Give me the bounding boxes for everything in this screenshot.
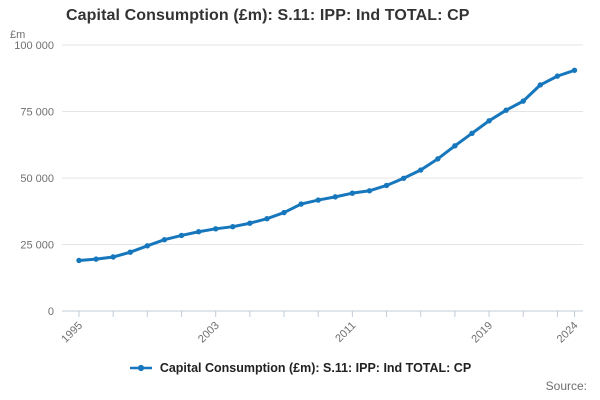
data-point — [383, 182, 390, 189]
x-tick-label: 2011 — [333, 320, 358, 345]
y-tick-label: 75 000 — [20, 107, 54, 119]
data-point — [366, 188, 373, 194]
data-point — [93, 256, 99, 262]
data-point — [315, 197, 321, 203]
data-point — [195, 229, 202, 235]
data-point — [212, 226, 219, 232]
data-point — [178, 232, 185, 239]
y-tick-label: 25 000 — [20, 240, 54, 252]
data-point — [349, 190, 356, 196]
legend-item[interactable]: Capital Consumption (£m): S.11: IPP: Ind… — [129, 361, 471, 375]
data-point — [144, 243, 151, 249]
y-tick-label: 100 000 — [14, 40, 54, 52]
data-point — [247, 220, 253, 226]
source-label: Source: — [545, 379, 587, 393]
y-tick-label: 50 000 — [20, 173, 54, 185]
y-axis-unit-label: £m — [10, 29, 25, 41]
x-tick-label: 1995 — [59, 320, 85, 346]
y-tick-label: 0 — [48, 306, 54, 318]
series-line — [77, 68, 576, 262]
data-point — [400, 175, 407, 181]
data-point — [537, 82, 544, 88]
data-point — [503, 107, 509, 113]
data-point — [452, 143, 458, 149]
x-tick-label: 2003 — [196, 320, 222, 346]
legend: Capital Consumption (£m): S.11: IPP: Ind… — [0, 361, 600, 375]
data-point — [520, 98, 526, 104]
data-point — [554, 73, 561, 79]
data-point — [435, 156, 441, 162]
legend-label: Capital Consumption (£m): S.11: IPP: Ind… — [159, 361, 472, 375]
data-point — [281, 209, 287, 216]
data-point — [418, 167, 424, 173]
legend-line-marker-icon — [129, 364, 152, 372]
data-point — [332, 194, 338, 200]
data-point — [264, 215, 270, 222]
data-point — [571, 67, 578, 73]
chart-title: Capital Consumption (£m): S.11: IPP: Ind… — [66, 7, 470, 24]
data-point — [76, 257, 82, 264]
data-point — [469, 130, 475, 137]
data-point — [298, 201, 304, 207]
data-point — [127, 249, 133, 255]
data-point — [161, 237, 168, 243]
x-tick-label: 2019 — [469, 320, 495, 346]
data-point — [486, 118, 492, 124]
x-tick-label: 2024 — [555, 320, 581, 346]
data-point — [230, 223, 236, 230]
data-point — [110, 254, 116, 260]
